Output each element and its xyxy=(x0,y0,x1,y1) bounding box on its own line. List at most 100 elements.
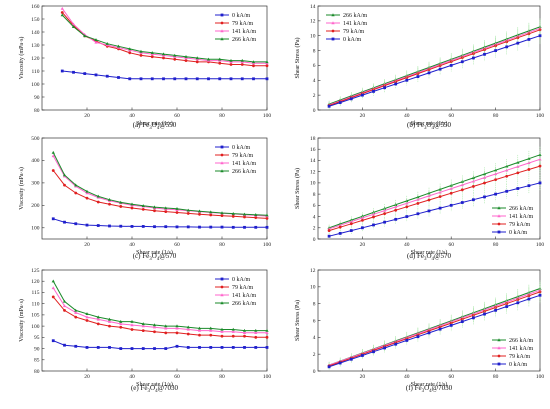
data-point xyxy=(372,90,375,93)
data-point xyxy=(60,69,64,73)
y-tick-label: 18 xyxy=(310,136,316,142)
data-point xyxy=(119,319,123,323)
data-point xyxy=(128,51,132,55)
data-point xyxy=(63,183,66,187)
data-point xyxy=(96,200,100,204)
data-point xyxy=(438,190,442,194)
data-point xyxy=(494,49,497,52)
series-line xyxy=(328,294,541,368)
legend-swatch-marker xyxy=(497,354,501,358)
data-point xyxy=(231,346,235,349)
x-tick-label: 80 xyxy=(493,374,499,380)
data-point xyxy=(116,44,121,48)
data-point xyxy=(51,339,55,343)
x-axis-label: Shear rate (1/s) xyxy=(136,381,173,388)
data-point xyxy=(538,181,542,185)
data-point xyxy=(153,330,156,334)
data-point xyxy=(265,328,269,332)
data-point xyxy=(139,77,143,81)
data-point xyxy=(105,74,109,78)
data-point xyxy=(349,229,353,232)
data-point xyxy=(449,321,453,325)
data-point xyxy=(197,209,202,213)
caption-subscript: 4 xyxy=(432,126,435,131)
series-line xyxy=(328,27,541,106)
data-point xyxy=(394,205,398,209)
caption-subscript: 4 xyxy=(155,389,158,394)
y-tick-label: 2 xyxy=(313,93,316,99)
legend-label: 141 kA/m xyxy=(509,346,534,352)
data-point xyxy=(161,52,166,56)
data-point xyxy=(243,225,246,229)
data-point xyxy=(472,198,475,202)
data-point xyxy=(51,279,55,283)
data-point xyxy=(130,319,134,323)
legend-swatch-marker xyxy=(497,338,501,342)
data-point xyxy=(85,191,89,195)
x-tick-label: 100 xyxy=(536,242,545,248)
data-point xyxy=(186,332,190,336)
y-tick-label: 8 xyxy=(313,301,316,307)
data-point xyxy=(327,234,331,238)
data-point xyxy=(231,225,235,229)
series-line xyxy=(328,291,541,367)
data-point xyxy=(538,293,542,297)
data-point xyxy=(220,330,224,333)
data-point xyxy=(372,350,375,354)
data-point xyxy=(209,210,213,214)
data-point xyxy=(361,354,364,357)
data-point xyxy=(173,57,177,61)
plot-frame xyxy=(41,137,268,240)
data-point xyxy=(150,55,154,59)
data-point xyxy=(186,327,190,331)
panel-caption: (e) Fe3O4@7030 xyxy=(131,384,179,394)
data-point xyxy=(119,347,123,350)
caption-text: O xyxy=(152,252,157,260)
data-point xyxy=(209,213,213,217)
y-tick-label: 300 xyxy=(31,181,40,187)
data-point xyxy=(130,347,134,350)
x-tick-label: 20 xyxy=(84,113,90,119)
data-point xyxy=(108,202,111,206)
data-point xyxy=(139,54,143,57)
data-point xyxy=(242,212,247,216)
data-point xyxy=(209,346,213,349)
y-tick-label: 0 xyxy=(313,237,316,243)
data-point xyxy=(349,222,353,226)
caption-subscript: 3 xyxy=(424,257,427,262)
caption-text: O xyxy=(426,252,431,260)
legend-label: 141 kA/m xyxy=(232,161,257,167)
data-point xyxy=(152,205,157,209)
x-tick-label: 100 xyxy=(263,242,272,248)
panel-3: 0 2 4 6 8 10 12 14 16 18 20 40 60 80 100 Shear rate (1/… xyxy=(294,136,544,262)
y-tick-label: 130 xyxy=(31,43,40,49)
data-point xyxy=(130,202,134,206)
y-tick-label: 10 xyxy=(310,181,316,187)
legend-label: 0 kA/m xyxy=(232,145,251,151)
y-tick-label: 115 xyxy=(31,290,39,296)
data-point xyxy=(85,312,89,315)
x-tick-label: 100 xyxy=(263,374,272,380)
data-point xyxy=(51,217,55,221)
data-point xyxy=(60,13,64,17)
data-point xyxy=(186,212,190,215)
data-point xyxy=(150,51,154,54)
data-point xyxy=(472,185,475,188)
y-tick-label: 10 xyxy=(310,285,316,291)
data-point xyxy=(231,330,235,333)
y-tick-label: 0 xyxy=(313,108,316,114)
caption-text: O xyxy=(150,384,155,392)
data-point xyxy=(449,191,453,195)
legend-label: 0 kA/m xyxy=(343,37,362,43)
data-point xyxy=(220,346,224,349)
data-point xyxy=(383,346,386,350)
legend-label: 0 kA/m xyxy=(509,362,528,368)
data-point xyxy=(231,214,235,218)
legend-label: 266 kA/m xyxy=(509,338,534,344)
data-point xyxy=(383,208,387,212)
data-point xyxy=(383,220,386,224)
series-line xyxy=(52,287,267,334)
data-point xyxy=(94,40,98,44)
data-point xyxy=(62,299,67,303)
panel-caption: (b) Fe3O4@550 xyxy=(407,121,451,131)
